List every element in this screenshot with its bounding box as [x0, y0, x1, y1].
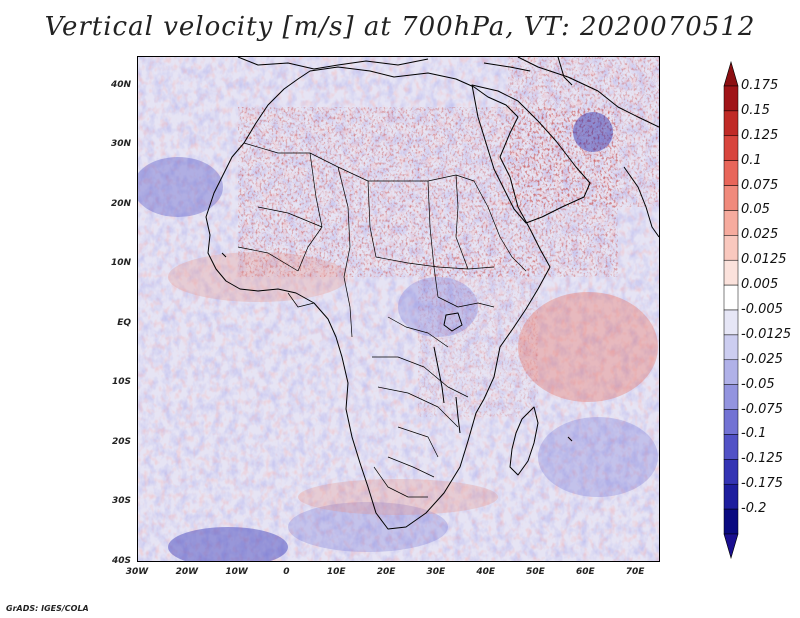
- colorbar-level-label: 0.005: [741, 277, 779, 293]
- lake-victoria: [443, 312, 463, 332]
- colorbar-swatch: [723, 359, 739, 385]
- colorbar-swatch: [723, 210, 739, 236]
- africa-coastline: [205, 66, 551, 530]
- lat-label-40s: 40S: [111, 556, 131, 566]
- vertical-velocity-field: [138, 57, 659, 561]
- colorbar-swatch: [723, 459, 739, 485]
- colorbar-swatch: [723, 284, 739, 311]
- europe-coastline: [237, 57, 429, 70]
- colorbar-level-label: -0.125: [741, 451, 783, 467]
- country-borders: [237, 142, 527, 498]
- colorbar-level-label: -0.075: [741, 401, 783, 417]
- lat-label-30s: 30S: [111, 496, 131, 507]
- lat-label-eq: EQ: [117, 317, 131, 328]
- colorbar-swatch: [723, 434, 739, 460]
- lon-label-70e: 70E: [625, 567, 645, 577]
- colorbar-swatch: [723, 85, 739, 112]
- lat-label-10s: 10S: [111, 377, 131, 388]
- colorbar-level-label: 0.05: [741, 202, 770, 218]
- colorbar-swatch: [723, 384, 739, 410]
- colorbar-level-label: 0.0125: [741, 252, 787, 268]
- colorbar: [723, 60, 739, 560]
- lon-label-60e: 60E: [575, 567, 595, 577]
- lon-label-10e: 10E: [326, 567, 346, 577]
- lon-label-0: 0: [283, 567, 290, 577]
- lat-label-40n: 40N: [110, 79, 131, 90]
- lat-label-30n: 30N: [110, 139, 131, 150]
- colorbar-level-label: -0.175: [741, 476, 783, 492]
- colorbar-level-label: -0.0125: [741, 326, 792, 342]
- colorbar-bottom-arrow: [723, 533, 739, 560]
- grads-credit: GrADS: IGES/COLA: [6, 604, 89, 613]
- colorbar-level-label: 0.175: [741, 78, 779, 93]
- colorbar-level-label: -0.2: [741, 501, 767, 517]
- lon-label-20w: 20W: [175, 567, 199, 577]
- colorbar-swatch: [723, 235, 739, 261]
- lon-label-10w: 10W: [225, 567, 248, 577]
- lon-label-40e: 40E: [476, 567, 495, 577]
- lon-label-30w: 30W: [125, 567, 149, 577]
- colorbar-swatch: [723, 110, 739, 137]
- colorbar-swatch: [723, 160, 739, 186]
- madagascar-coastline: [509, 406, 539, 476]
- lat-label-20s: 20S: [111, 436, 131, 447]
- colorbar-level-label: -0.025: [741, 351, 783, 367]
- colorbar-swatch: [723, 309, 739, 336]
- colorbar-level-label: 0.075: [741, 177, 779, 193]
- lake-tanganyika: [433, 346, 445, 404]
- colorbar-level-label: 0.125: [741, 127, 779, 143]
- colorbar-swatch: [723, 409, 739, 435]
- colorbar-swatch: [723, 508, 739, 535]
- colorbar-top-arrow: [723, 60, 739, 87]
- colorbar-level-label: 0.025: [741, 227, 779, 243]
- coastlines: [205, 57, 659, 530]
- arabia-coastline: [471, 84, 591, 224]
- asia-coastline: [517, 57, 659, 128]
- colorbar-level-label: -0.05: [741, 376, 775, 392]
- indian-ocean-ascent: [168, 252, 658, 515]
- colorbar-swatch: [723, 259, 739, 286]
- colorbar-swatch: [723, 334, 739, 361]
- colorbar-level-label: -0.1: [741, 426, 767, 442]
- colorbar-level-label: 0.15: [741, 102, 770, 118]
- colorbar-swatch: [723, 185, 739, 211]
- lon-label-50e: 50E: [526, 567, 545, 577]
- chart-title: Vertical velocity [m/s] at 700hPa, VT: 2…: [44, 12, 756, 42]
- lake-malawi: [455, 396, 461, 434]
- colorbar-level-label: -0.005: [741, 302, 783, 317]
- lon-label-30e: 30E: [426, 567, 446, 577]
- lon-label-20e: 20E: [376, 567, 396, 577]
- colorbar-swatch: [723, 135, 739, 161]
- convective-zones: [238, 57, 659, 417]
- colorbar-level-label: 0.1: [741, 152, 762, 168]
- descent-regions: [138, 112, 658, 561]
- colorbar-swatch: [723, 483, 739, 510]
- map-plot-area: [137, 56, 660, 562]
- lat-label-20n: 20N: [110, 198, 131, 209]
- lat-label-10n: 10N: [110, 258, 131, 269]
